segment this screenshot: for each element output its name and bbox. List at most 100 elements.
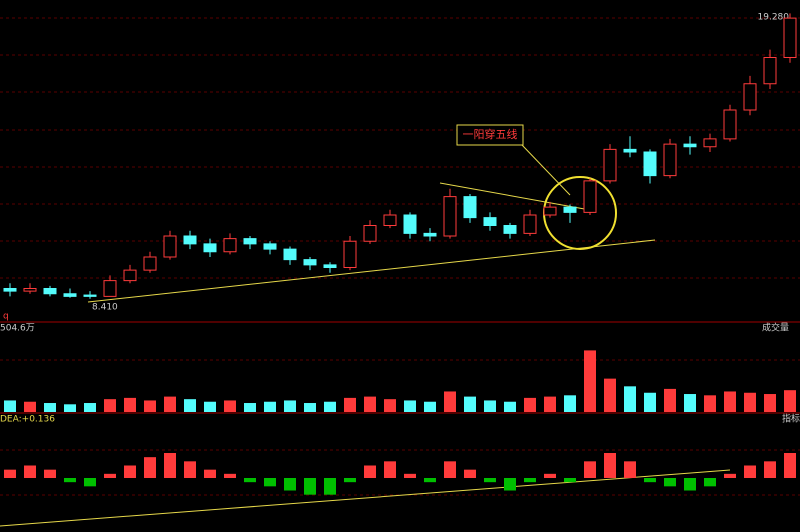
candle-body [123,269,137,282]
bar [44,403,56,412]
bar [424,401,436,412]
bar [324,478,336,495]
bar [124,397,136,412]
candle-body [703,138,717,148]
candle-body [523,214,537,234]
bar [424,478,436,483]
bar [304,403,316,412]
bar [284,478,296,491]
bar [764,394,776,412]
candle-body [23,288,37,292]
candle-body [203,243,217,253]
macd-label: 指标 [782,413,800,425]
bar [164,396,176,412]
candle-body [83,294,97,297]
bar [184,461,196,478]
candle-body [623,148,637,153]
bar [664,388,676,412]
bar [544,396,556,412]
bar [344,397,356,412]
bar [524,478,536,483]
high-label: 19.280 [758,13,790,23]
bar [464,469,476,478]
bar [384,399,396,412]
candle-body [243,238,257,245]
candle-body [163,235,177,258]
candle-body [643,151,657,177]
bar [224,400,236,412]
bar [304,478,316,495]
candle-body [503,225,517,234]
callout-line [521,144,571,196]
candle-body [783,17,797,58]
bar [504,478,516,491]
bar [204,469,216,478]
bar [784,390,796,412]
candle-body [323,264,337,268]
bar [624,386,636,412]
candle-body [343,240,357,268]
marker: q [3,312,9,322]
bar [524,397,536,412]
bar [544,473,556,478]
bar [364,465,376,478]
bar [144,457,156,478]
annotation: 一阳穿五线 [463,127,518,141]
candle-body [663,143,677,177]
macd-title: DEA:+0.136 [0,415,55,425]
trend-line [439,182,591,211]
bar [704,395,716,412]
bar [704,478,716,487]
bar [124,465,136,478]
bar [684,394,696,412]
candle-body [43,288,57,295]
bar [644,478,656,483]
bar [4,400,16,412]
bar [664,478,676,487]
candle-body [103,280,117,297]
bar [144,400,156,412]
candle-body [443,196,457,237]
candle-body [583,180,597,213]
bar [444,461,456,478]
bar [324,401,336,412]
bar [564,395,576,412]
bar [64,404,76,412]
candle-body [603,148,617,182]
volume-label: 成交量 [762,322,789,334]
bar [44,469,56,478]
bar [604,453,616,478]
bar [784,453,796,478]
candle-body [743,83,757,111]
candle-body [723,109,737,140]
bar [84,403,96,412]
candle-body [3,288,17,292]
candle-body [423,232,437,237]
bar [244,478,256,483]
bar [244,403,256,412]
candle-body [403,214,417,234]
bar [4,469,16,478]
bar [484,478,496,483]
bar [344,478,356,483]
candle-body [563,206,577,213]
candle-body [143,256,157,271]
bar [404,400,416,412]
candle-body [63,293,77,297]
bar [444,391,456,412]
candle-body [363,225,377,242]
candle-body [263,243,277,250]
candle-body [543,206,557,216]
bar [624,461,636,478]
candle-body [683,143,697,148]
bar [724,391,736,412]
bar [644,392,656,412]
candle-body [483,217,497,226]
bar [504,401,516,412]
bar [164,453,176,478]
trend-line [0,469,731,527]
bar [484,400,496,412]
bar [764,461,776,478]
